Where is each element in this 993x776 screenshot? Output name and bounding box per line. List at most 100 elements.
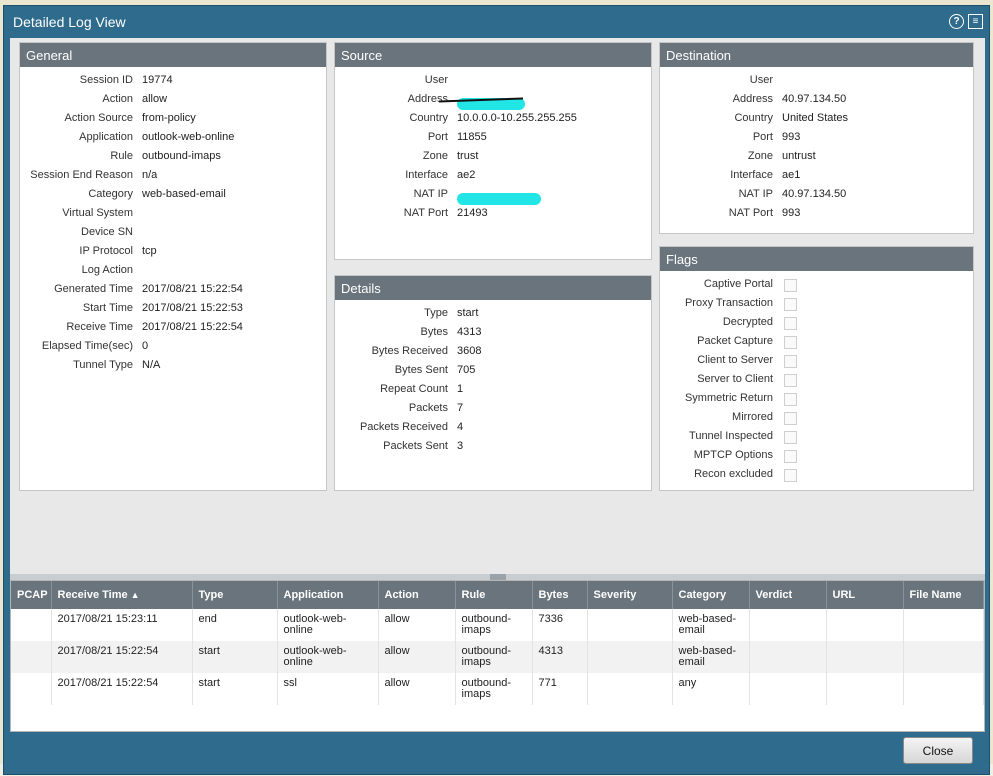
table-cell: end [192,609,278,641]
field-label: Address [732,93,773,105]
field-value: tcp [142,245,157,257]
table-cell [903,609,984,641]
flag-checkbox [784,450,797,463]
pane-splitter[interactable] [10,574,985,580]
column-header[interactable]: URL [826,581,904,609]
field-label: Rule [110,150,133,162]
field-row: NAT IP [335,188,651,207]
flag-row: Captive Portal [660,278,973,297]
field-value: 993 [782,207,801,219]
field-label: Tunnel Type [73,359,133,371]
column-header[interactable]: File Name [903,581,984,609]
field-label: Virtual System [62,207,133,219]
table-cell: allow [378,673,456,705]
field-label: Country [734,112,773,124]
column-header[interactable]: Rule [455,581,533,609]
column-header-label: Bytes [538,589,569,601]
field-row: Repeat Count 1 [335,383,651,402]
table-cell [903,673,984,705]
field-label: Zone [422,150,448,162]
table-row[interactable]: 2017/08/21 15:22:54 start outlook-web-onli… [11,641,984,673]
field-row: Bytes Sent 705 [335,364,651,383]
field-label: Zone [747,150,773,162]
maximize-icon[interactable]: ≡ [968,14,983,29]
flag-label: Server to Client [697,373,773,385]
flag-label: Tunnel Inspected [689,430,773,442]
field-row: Port 993 [660,131,973,150]
column-header-label: Severity [593,589,637,601]
table-cell: web-based-email [672,609,750,641]
field-value: outlook-web-online [142,131,235,143]
flag-label: Client to Server [697,354,773,366]
column-header[interactable]: Severity [587,581,673,609]
table-cell [826,641,904,673]
field-value: United States [782,112,849,124]
column-header[interactable]: Verdict [749,581,827,609]
field-label: Bytes [420,326,448,338]
splitter-grip-icon[interactable] [490,574,506,580]
field-label: Session ID [79,74,133,86]
field-row: Generated Time 2017/08/21 15:22:54 [20,283,326,302]
field-value: 3608 [457,345,482,357]
field-row: Address [335,93,651,112]
table-cell [749,609,827,641]
column-header[interactable]: Action [378,581,456,609]
field-label: Packets Sent [383,440,448,452]
column-header[interactable]: Application [277,581,379,609]
details-header: Details [335,276,651,300]
table-cell: ssl [277,673,379,705]
column-header[interactable]: PCAP [11,581,52,609]
column-header-label: Verdict [755,589,793,601]
column-header[interactable]: Bytes [532,581,588,609]
field-row: IP Protocol tcp [20,245,326,264]
field-value: 0 [142,340,149,352]
field-value: from-policy [142,112,196,124]
field-value: outbound-imaps [142,150,221,162]
table-cell: start [192,641,278,673]
table-cell: 4313 [532,641,588,673]
sort-ascending-icon[interactable]: ▲ [130,590,140,600]
table-cell [587,609,673,641]
field-row: Packets 7 [335,402,651,421]
help-icon[interactable]: ? [949,14,964,29]
table-row[interactable]: 2017/08/21 15:22:54 start ssl allow outbound… [11,673,984,705]
field-label: User [749,74,773,86]
column-header-label: Receive Time [57,589,128,601]
dialog-title-bar: Detailed Log View [4,6,989,38]
column-header[interactable]: Category [672,581,750,609]
field-label: Port [427,131,448,143]
field-label: User [424,74,448,86]
close-button[interactable]: Close [903,737,973,764]
dialog-footer: Close [10,732,985,774]
field-value: web-based-email [142,188,226,200]
field-row: Category web-based-email [20,188,326,207]
column-header[interactable]: Type [192,581,278,609]
source-header: Source [335,43,651,67]
table-row[interactable]: 2017/08/21 15:23:11 end outlook-web-online… [11,609,984,641]
field-row: Action allow [20,93,326,112]
field-value: 3 [457,440,464,452]
detailed-log-dialog: Detailed Log View ? ≡ General Session ID… [3,5,990,775]
field-value: n/a [142,169,158,181]
field-value: 2017/08/21 15:22:54 [142,321,243,333]
field-row: Interface ae2 [335,169,651,188]
table-cell: 771 [532,673,588,705]
column-header-label: PCAP [17,589,48,601]
field-value: 2017/08/21 15:22:53 [142,302,243,314]
general-panel: General Session ID 19774 Action allow Action… [19,42,327,491]
field-label: Receive Time [66,321,133,333]
flag-label: Mirrored [732,411,773,423]
flag-label: Packet Capture [697,335,773,347]
table-cell: outlook-web-online [277,609,379,641]
column-header[interactable]: Receive Time ▲ [51,581,193,609]
flag-row: MPTCP Options [660,449,973,468]
table-cell: allow [378,641,456,673]
table-cell: web-based-email [672,641,750,673]
field-row: User [335,74,651,93]
flag-row: Client to Server [660,354,973,373]
flag-label: Proxy Transaction [684,297,773,309]
flag-row: Mirrored [660,411,973,430]
column-header-label: Application [283,589,344,601]
flag-row: Symmetric Return [660,392,973,411]
field-label: Interface [405,169,448,181]
